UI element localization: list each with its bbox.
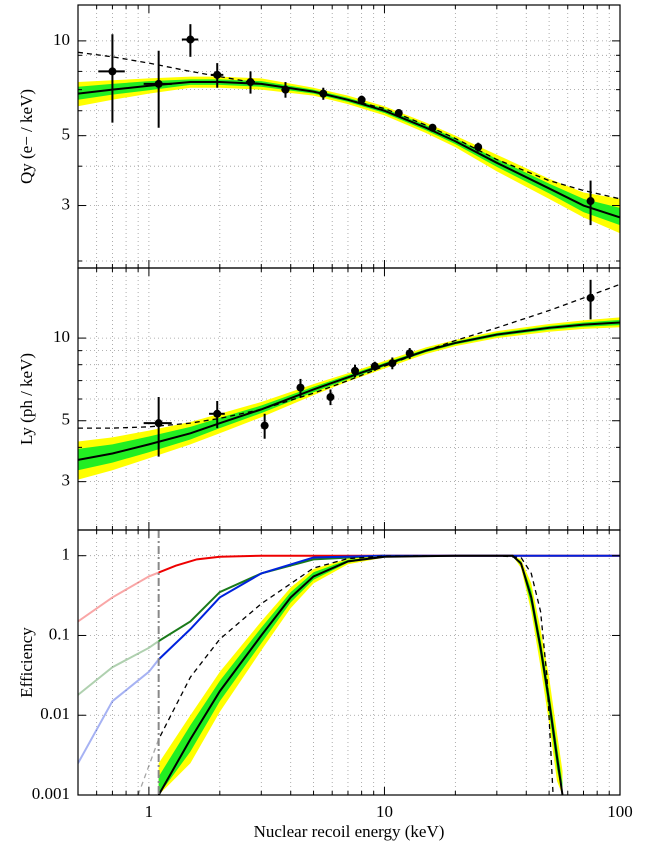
y-tick-label: 0.1: [49, 624, 70, 643]
dashed-line: [78, 283, 620, 429]
data-point: [586, 293, 595, 302]
dashed-line: [137, 555, 554, 795]
y-tick-label: 5: [62, 410, 71, 429]
plot-area: [78, 5, 620, 268]
data-point: [154, 419, 163, 428]
data-point: [213, 409, 222, 418]
data-point: [586, 197, 595, 206]
x-tick-label: 10: [376, 802, 393, 821]
y-tick-label: 0.01: [40, 704, 70, 723]
band: [78, 76, 620, 234]
axes-frame: [77, 529, 621, 796]
data-point: [296, 383, 305, 392]
data-point: [260, 421, 269, 430]
y-tick-label: 0.001: [32, 784, 70, 803]
y-tick-label: 5: [62, 125, 71, 144]
data-point: [394, 109, 403, 118]
band: [158, 555, 563, 795]
line: [78, 554, 385, 696]
axes-frame: [77, 4, 621, 269]
band: [78, 319, 620, 471]
data-point: [246, 78, 255, 87]
x-axis-label: Nuclear recoil energy (keV): [254, 822, 445, 841]
y-axis-label: Ly (ph / keV): [17, 353, 36, 445]
y-tick-label: 1: [62, 545, 71, 564]
x-tick-label: 100: [607, 802, 633, 821]
data-point: [154, 79, 163, 88]
data-point: [405, 349, 414, 358]
y-tick-label: 10: [53, 30, 70, 49]
data-point: [108, 67, 117, 76]
band: [78, 317, 620, 480]
data-point: [474, 143, 483, 152]
line: [157, 554, 564, 795]
plot-area: [78, 268, 620, 530]
line: [78, 321, 620, 461]
data-point: [370, 362, 379, 371]
data-point: [326, 393, 335, 402]
y-tick-label: 3: [62, 194, 71, 213]
dashed-line: [78, 51, 620, 200]
data-point: [213, 70, 222, 79]
data-point: [351, 366, 360, 375]
data-point: [428, 123, 437, 132]
data-point: [357, 95, 366, 104]
y-axis-label: Efficiency: [17, 627, 36, 698]
data-point: [281, 85, 290, 94]
x-tick-label: 1: [145, 802, 154, 821]
data-point: [319, 89, 328, 98]
line: [78, 554, 620, 764]
plot-area: [78, 530, 620, 795]
y-axis-label: Qy (e− / keV): [17, 89, 36, 184]
data-point: [186, 35, 195, 44]
data-point: [388, 359, 397, 368]
y-tick-label: 10: [53, 327, 70, 346]
y-tick-label: 3: [62, 471, 71, 490]
